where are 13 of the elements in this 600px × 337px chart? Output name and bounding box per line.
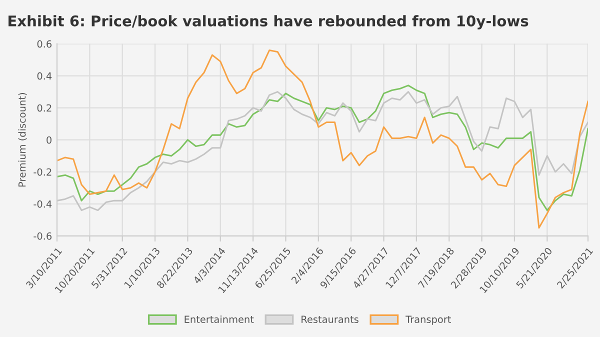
legend-label: Transport	[406, 316, 451, 325]
y-tick-label: 0.4	[37, 72, 52, 80]
y-tick-label: 0	[46, 136, 52, 144]
y-tick-label: 0.2	[37, 104, 52, 112]
y-tick-label: -0.4	[34, 200, 52, 208]
y-tick-label: -0.2	[34, 168, 52, 176]
legend-label: Entertainment	[184, 315, 254, 323]
line-series	[57, 49, 588, 229]
chart-title: Exhibit 6: Price/book valuations have rebounded from 10y-lows	[8, 15, 528, 30]
y-tick-label: -0.6	[34, 232, 52, 240]
y-tick-label: 0.6	[37, 40, 52, 48]
legend-label: Restaurants	[302, 316, 358, 323]
y-axis-title: Premium (discount)	[18, 93, 27, 187]
